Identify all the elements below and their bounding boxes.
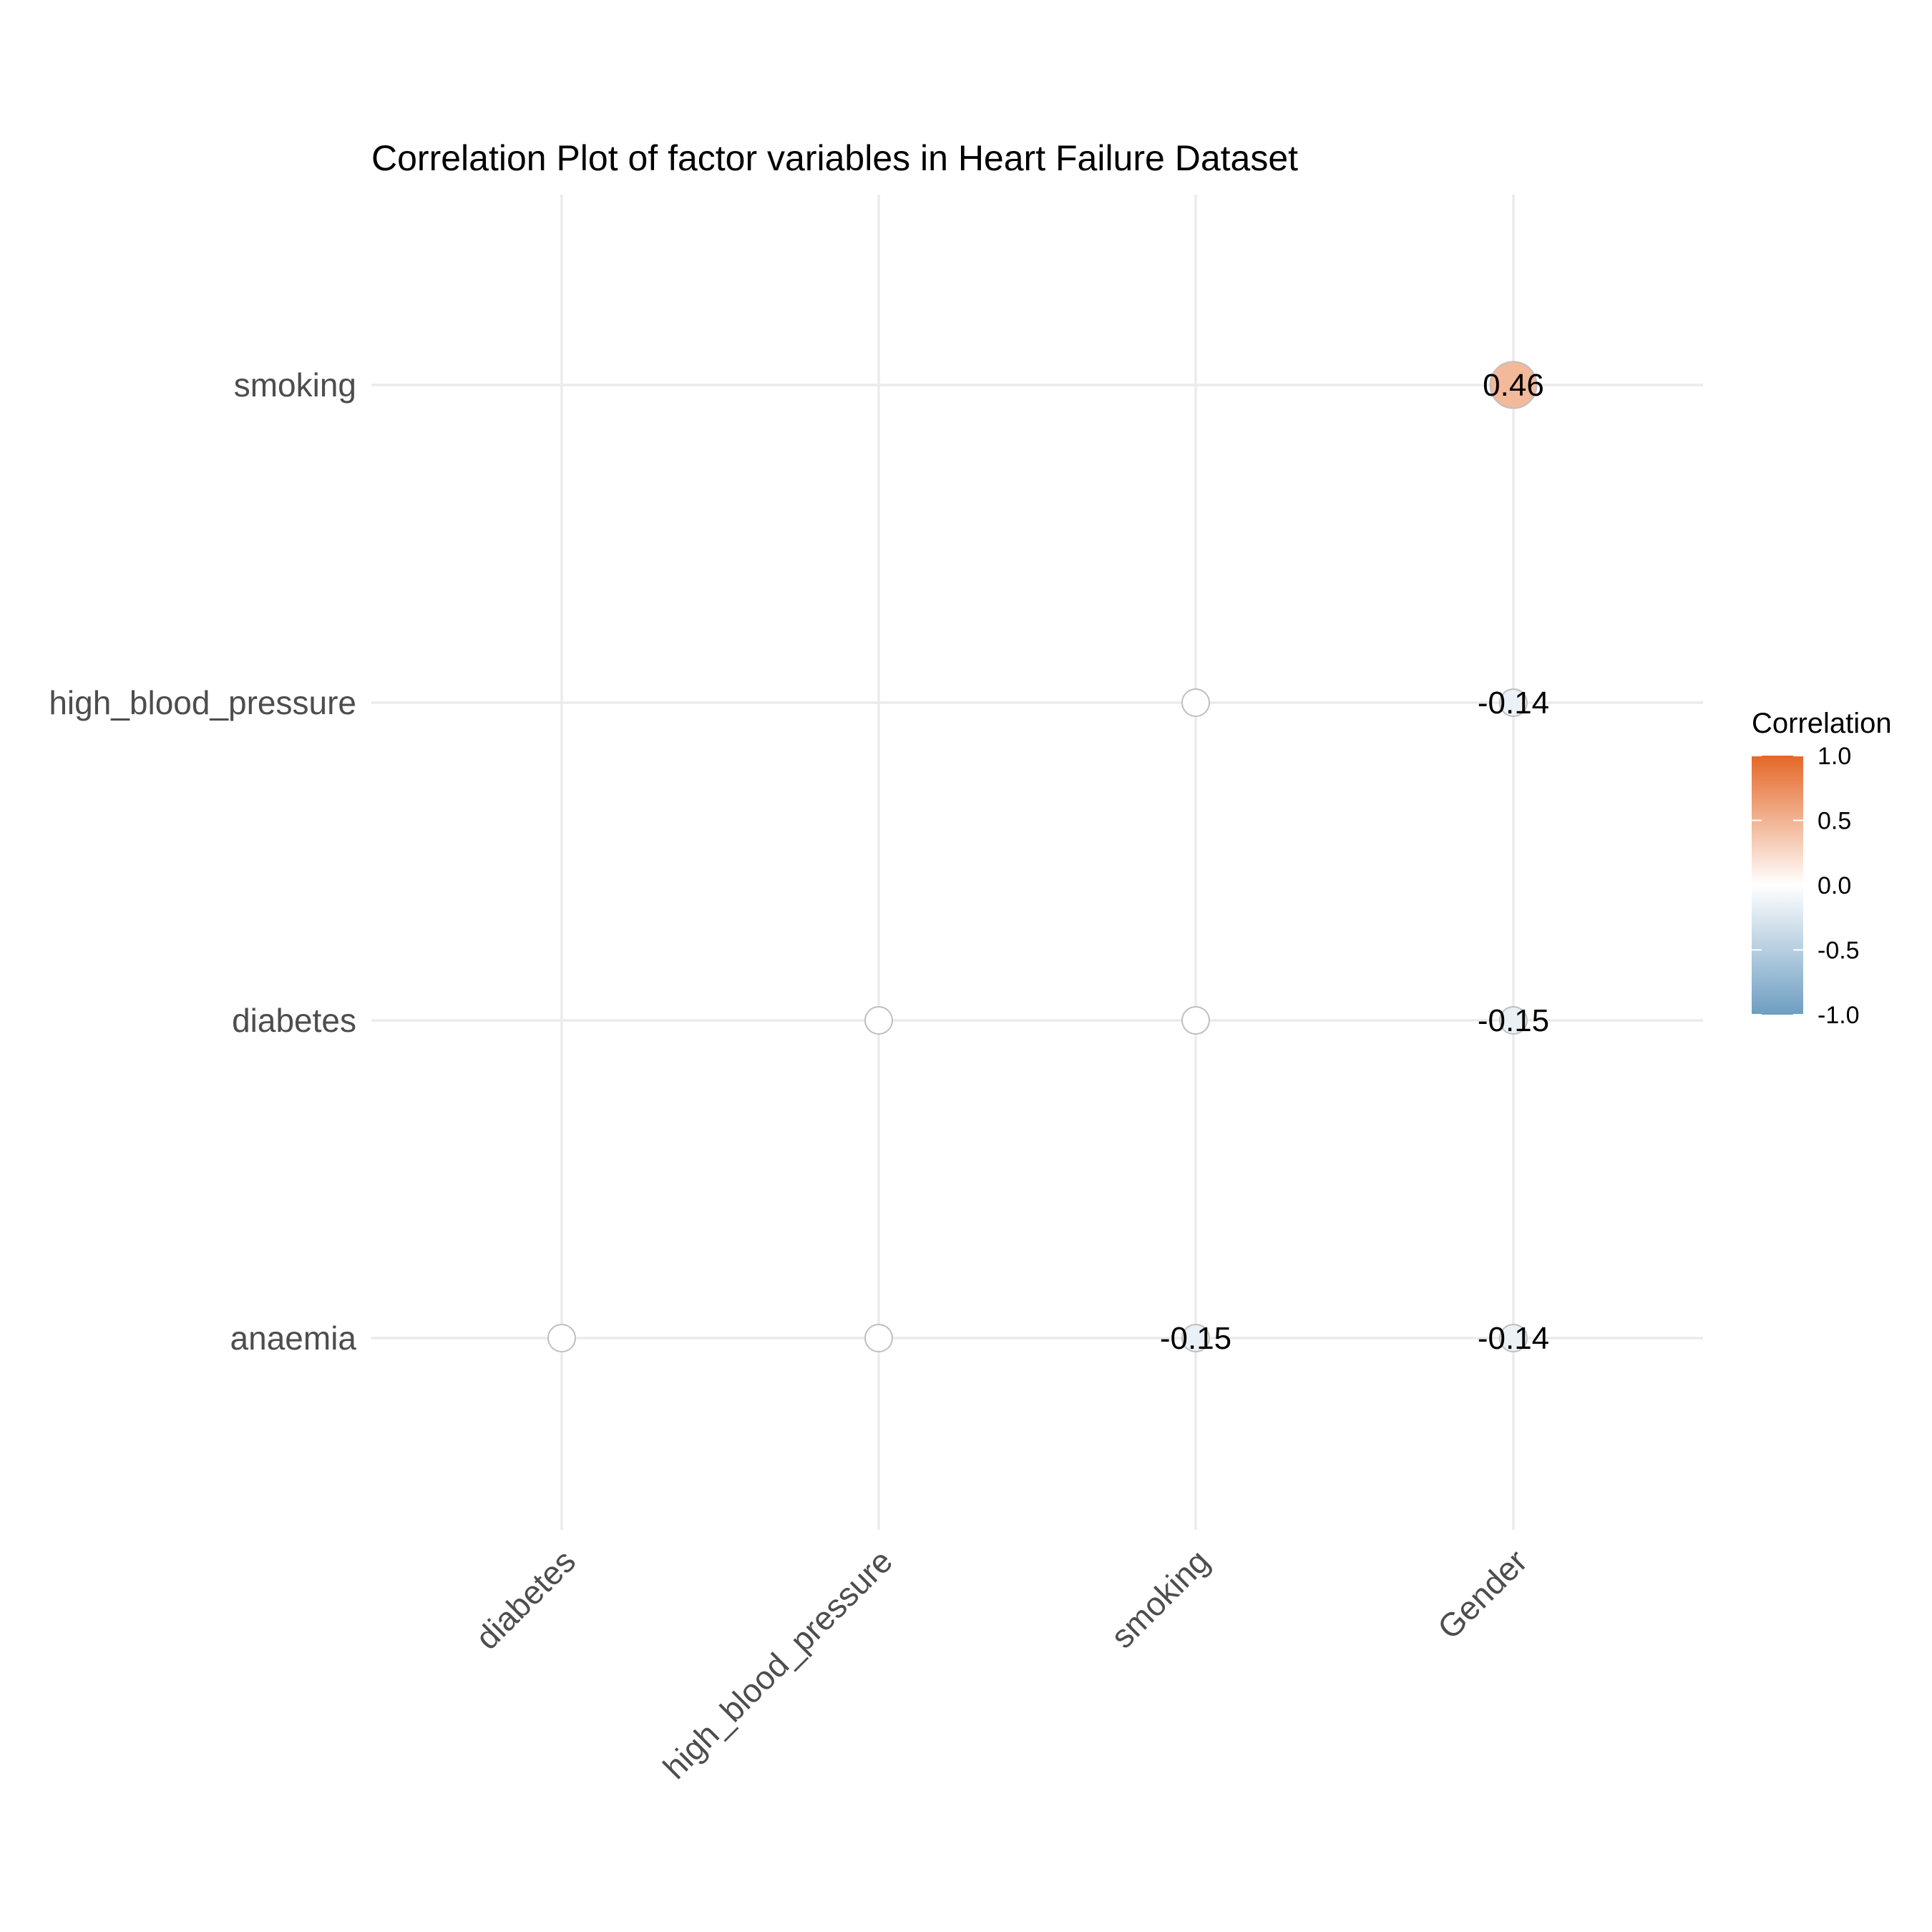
correlation-point [1181,1006,1210,1035]
legend-ticks: 1.0 0.5 0.0 -0.5 -1.0 [1752,743,1860,1029]
correlation-point [1499,688,1528,717]
correlation-point [1499,1006,1528,1035]
correlation-value-label: -0.15 [1478,1003,1549,1038]
x-axis-ticks: diabetes high_blood_pressure smoking Gender [468,1542,1534,1786]
legend-tick-label: 0.0 [1818,872,1851,899]
chart-title: Correlation Plot of factor variables in … [371,138,1298,178]
correlation-point [864,1006,893,1035]
x-tick-label: smoking [1103,1542,1216,1655]
correlation-point [1489,361,1538,409]
correlation-point [1181,1324,1210,1352]
x-tick-label: Gender [1430,1542,1534,1646]
y-tick-label: smoking [234,366,356,404]
y-axis-ticks: anaemia diabetes high_blood_pressure smokin… [49,366,356,1357]
correlation-point [1181,688,1210,717]
y-tick-label: anaemia [230,1319,357,1357]
correlation-value-label: -0.15 [1160,1321,1231,1356]
x-tick-label: high_blood_pressure [655,1542,899,1786]
legend-tick-label: 1.0 [1818,743,1851,770]
x-tick-label: diabetes [468,1542,582,1657]
legend-title: Correlation [1752,708,1892,739]
y-tick-label: high_blood_pressure [49,684,356,721]
correlation-point [864,1324,893,1352]
legend-tick-label: 0.5 [1818,808,1851,835]
correlation-point [1499,1324,1528,1352]
correlation-value-label: -0.14 [1478,1321,1549,1356]
correlation-value-label: -0.14 [1478,686,1549,721]
legend: Correlation 1.0 0.5 0.0 -0.5 -1.0 [1752,708,1892,1029]
marks-layer: -0.15 -0.14 -0.15 -0.14 0.46 [547,361,1549,1356]
legend-tick-label: -0.5 [1818,937,1860,965]
legend-tick-label: -1.0 [1818,1002,1860,1029]
correlation-value-label: 0.46 [1483,368,1544,403]
grid-layer [371,195,1703,1530]
correlation-point [547,1324,576,1352]
y-tick-label: diabetes [232,1002,356,1039]
